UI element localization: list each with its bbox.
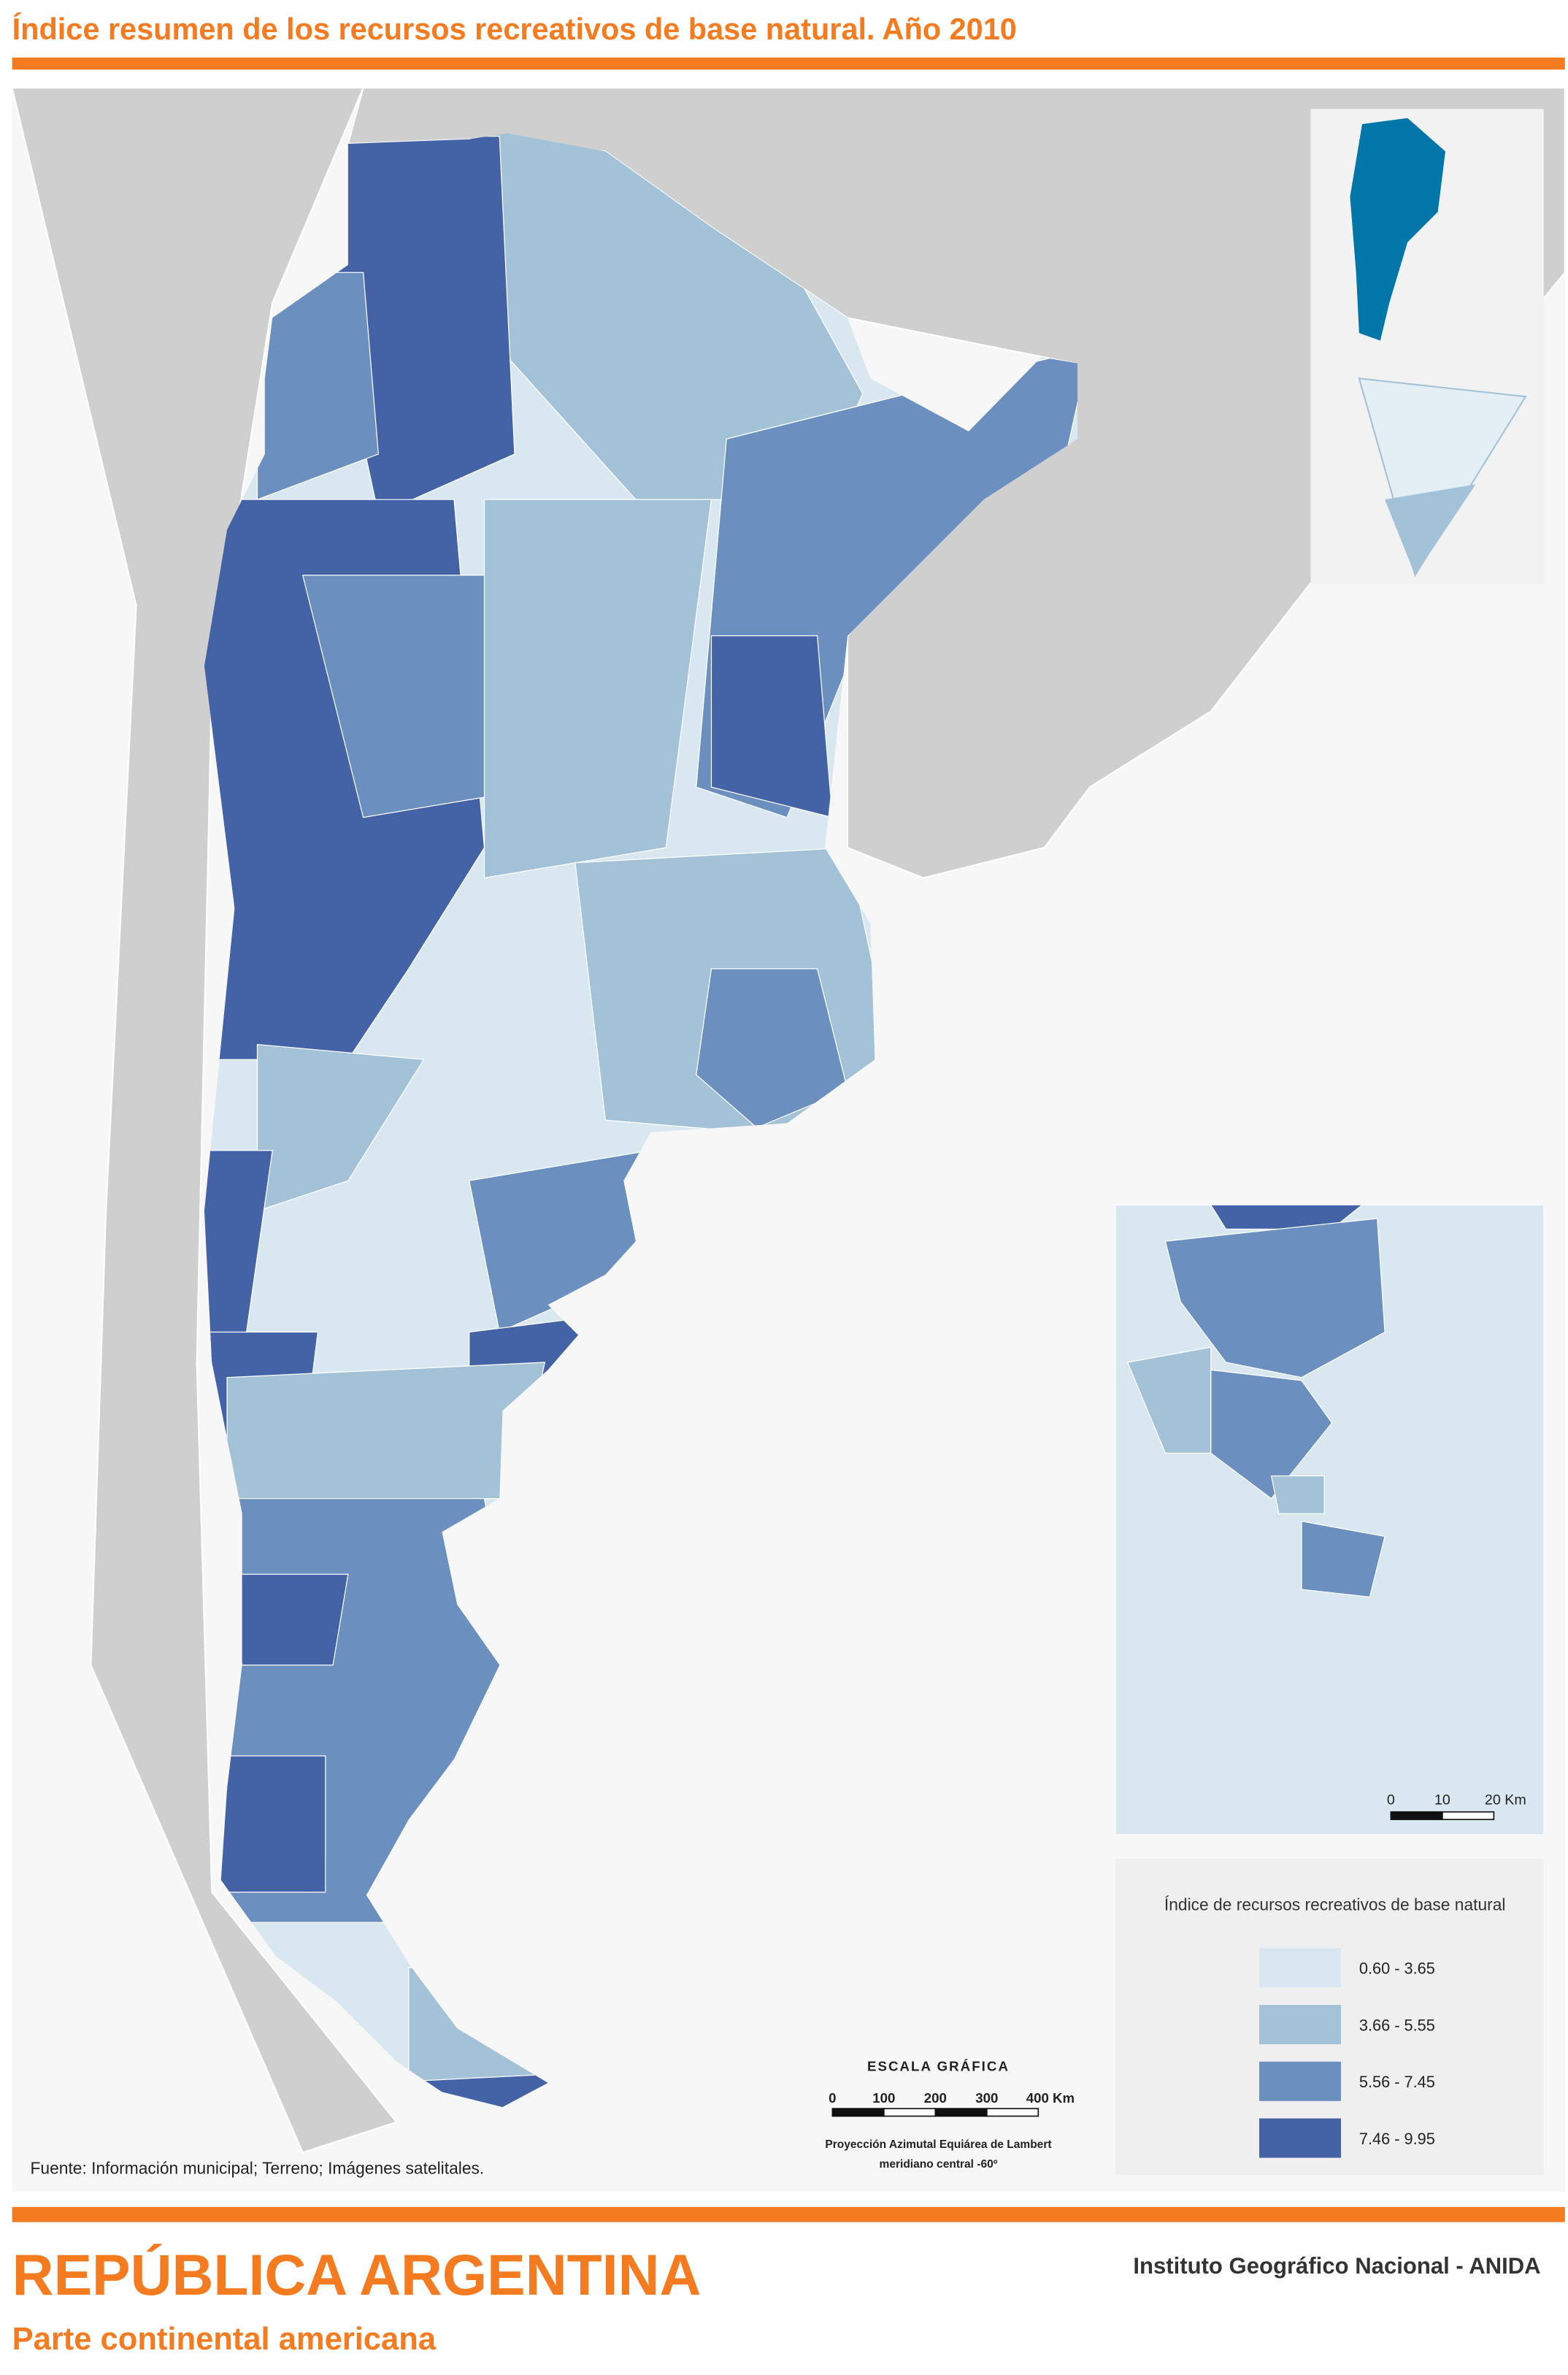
neighbour-land: [11, 87, 398, 2154]
scale-label: 0: [1387, 1792, 1395, 1808]
scale-title: ESCALA GRÁFICA: [867, 2058, 1010, 2073]
institute: Instituto Geográfico Nacional - ANIDA: [1133, 2253, 1540, 2279]
legend-title: Índice de recursos recreativos de base n…: [1164, 1895, 1506, 1914]
legend-label: 7.46 - 9.95: [1359, 2130, 1435, 2148]
legend: 0.60 - 3.65 3.66 - 5.55 5.56 - 7.45 7.46 - …: [1259, 1948, 1435, 2158]
source: Fuente: Información municipal; Terreno; …: [30, 2158, 484, 2177]
scale-segment: [1442, 1811, 1495, 1820]
region: [1270, 1475, 1325, 1514]
projection: meridiano central -60º: [880, 2158, 998, 2171]
region: [1301, 1520, 1386, 1598]
locator-argentina: [1350, 118, 1446, 341]
scale-label: 20 Km: [1485, 1792, 1526, 1808]
region: [710, 635, 834, 818]
legend-label: 5.56 - 7.45: [1359, 2073, 1435, 2091]
scale-segment: [831, 2108, 885, 2117]
legend-label: 0.60 - 3.65: [1359, 1960, 1435, 1978]
scale-label: 100: [872, 2090, 895, 2106]
legend-swatch: [1259, 2118, 1341, 2158]
scale-label: 10: [1434, 1792, 1450, 1808]
scale-label: 300: [975, 2090, 998, 2106]
scale-segment: [934, 2108, 988, 2117]
footer-rule: [12, 2206, 1565, 2222]
region: [1164, 1218, 1386, 1378]
legend-label: 3.66 - 5.55: [1359, 2016, 1435, 2034]
legend-swatch: [1259, 2061, 1341, 2101]
title: Índice resumen de los recursos recreativ…: [12, 12, 1017, 46]
region: [226, 1362, 546, 1500]
legend-swatch: [1259, 1948, 1341, 1988]
projection: Proyección Azimutal Equiárea de Lambert: [825, 2138, 1051, 2151]
locator-antarctica-sector: [1385, 484, 1476, 575]
map: 0 10 20 Km Índice de recursos recreativos …: [11, 87, 1566, 2192]
footer-subtitle: Parte continental americana: [12, 2322, 437, 2357]
scale-segment: [985, 2108, 1039, 2117]
scale-segment: [1390, 1811, 1443, 1820]
legend-swatch: [1259, 2005, 1341, 2044]
detail-inset: [1115, 1205, 1544, 1835]
scale-label: 200: [924, 2090, 947, 2106]
header-rule: [12, 57, 1565, 70]
scale-bar: 0 100 200 300 400 Km: [829, 2090, 1075, 2117]
region: [696, 968, 848, 1129]
scale-segment: [883, 2108, 937, 2117]
inset-scale: 0 10 20 Km: [1387, 1792, 1526, 1820]
region: [226, 1573, 349, 1666]
scale-label: 400 Km: [1026, 2090, 1075, 2106]
footer-title: REPÚBLICA ARGENTINA: [12, 2243, 702, 2307]
region: [483, 499, 712, 879]
scale-label: 0: [829, 2090, 836, 2106]
region: [1126, 1346, 1212, 1454]
